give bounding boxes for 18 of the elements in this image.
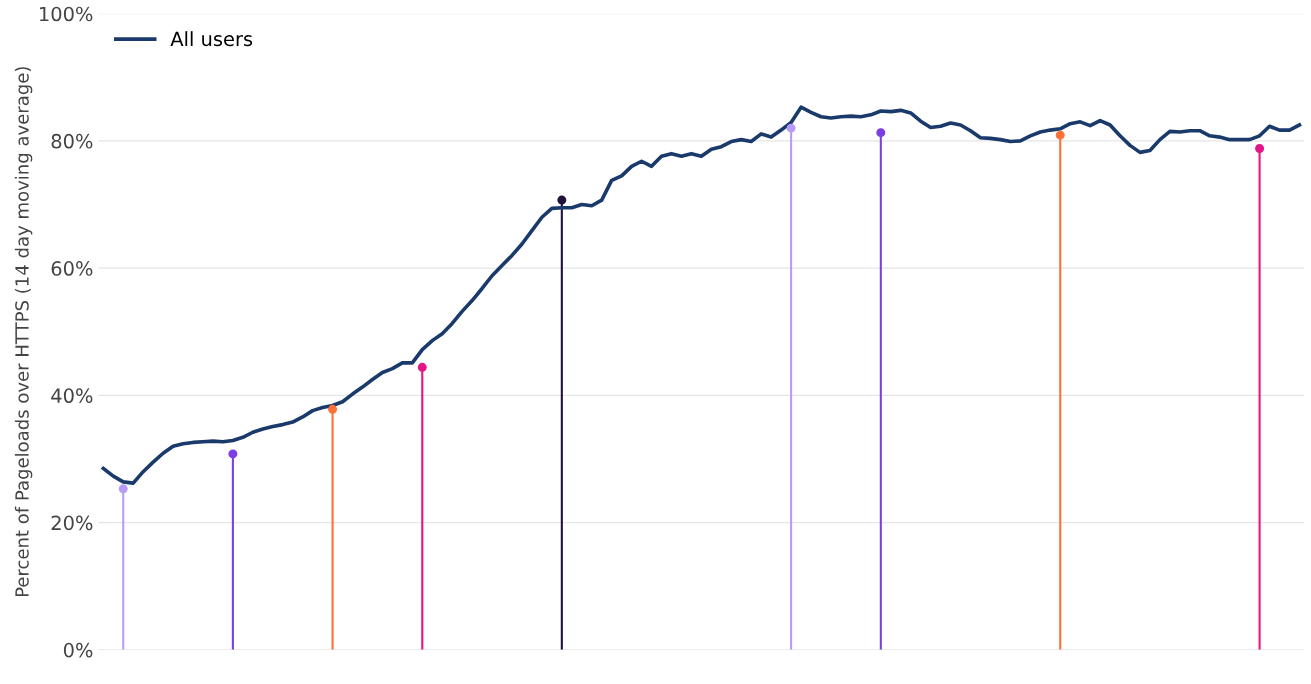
y-tick-label: 20% <box>51 515 93 531</box>
y-tick-label: 60% <box>51 261 93 276</box>
y-tick-label: 0% <box>63 642 93 658</box>
legend-label: All users <box>170 31 253 47</box>
y-tick-label: 80% <box>51 133 93 149</box>
y-tick-label: 100% <box>40 6 93 22</box>
line-series <box>101 105 1302 485</box>
y-tick-label: 40% <box>51 388 93 404</box>
point <box>876 128 886 138</box>
point <box>118 484 128 494</box>
point <box>557 195 567 205</box>
point <box>786 123 796 133</box>
y-axis-title: Percent of Pageloads over HTTPS (14 day moving average) <box>14 67 33 597</box>
point <box>1055 130 1065 140</box>
point <box>1255 144 1265 154</box>
point <box>417 362 427 372</box>
point <box>228 449 238 459</box>
point <box>328 404 338 414</box>
